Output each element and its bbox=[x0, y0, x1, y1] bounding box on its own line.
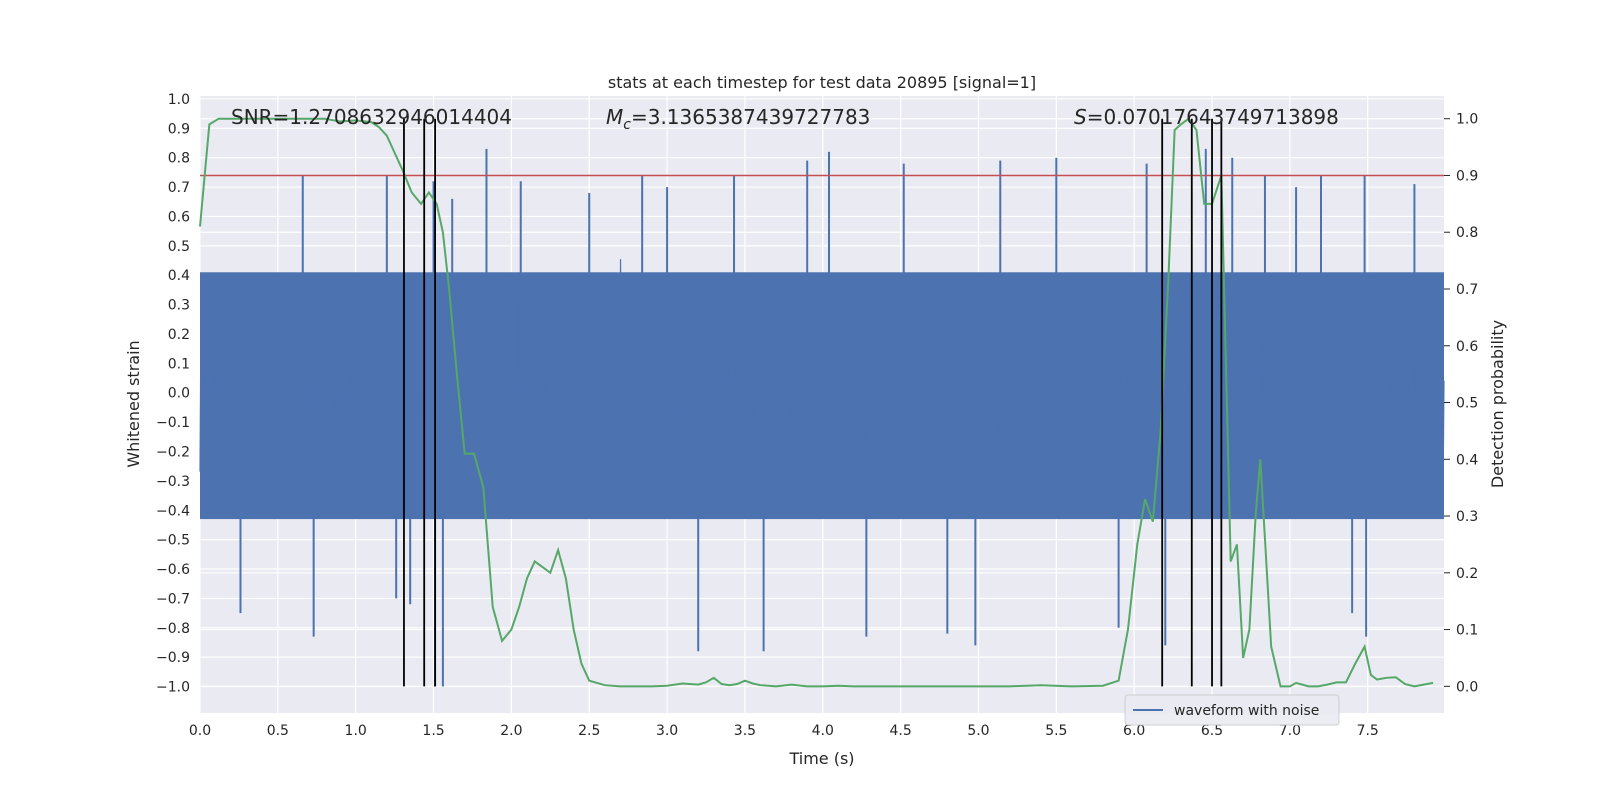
waveform-line bbox=[199, 259, 1445, 511]
y-tick-label-1: 0.9 bbox=[168, 121, 190, 137]
y2-tick-label-1: 0.9 bbox=[1456, 168, 1478, 184]
legend: waveform with noise bbox=[1124, 694, 1340, 726]
y-tick-label-17: −0.7 bbox=[156, 591, 190, 607]
x-tick-label-15: 7.5 bbox=[1357, 723, 1379, 739]
event-lines bbox=[403, 118, 1223, 687]
y-tick-label-18: −0.8 bbox=[156, 621, 190, 637]
y2-axis-label: Detection probability bbox=[1488, 320, 1507, 488]
chart-title: stats at each timestep for test data 208… bbox=[608, 73, 1036, 92]
y-tick-label-14: −0.4 bbox=[156, 503, 190, 519]
y-tick-label-13: −0.3 bbox=[156, 474, 190, 490]
y2-axis-ticks: 1.0 0.9 0.8 0.7 0.6 0.5 0.4 0.3 0.2 0.1 0.0 bbox=[1444, 112, 1478, 695]
y2-tick-label-4: 0.6 bbox=[1456, 339, 1478, 355]
snr-annotation: SNR=1.2708632946014404 bbox=[231, 105, 512, 129]
x-tick-label-6: 3.0 bbox=[656, 723, 678, 739]
x-tick-label-7: 3.5 bbox=[734, 723, 756, 739]
y-tick-label-5: 0.5 bbox=[168, 239, 190, 255]
y2-tick-label-6: 0.4 bbox=[1456, 452, 1478, 468]
y-axis-label: Whitened strain bbox=[124, 340, 143, 467]
probability-line bbox=[199, 117, 1434, 688]
y-tick-label-16: −0.6 bbox=[156, 562, 190, 578]
s-value: =0.07017643749713898 bbox=[1087, 105, 1339, 129]
x-tick-label-10: 5.0 bbox=[967, 723, 989, 739]
x-tick-label-2: 1.0 bbox=[345, 723, 367, 739]
y2-tick-label-0: 1.0 bbox=[1456, 112, 1478, 128]
x-tick-label-11: 5.5 bbox=[1045, 723, 1067, 739]
y-tick-label-8: 0.2 bbox=[168, 327, 190, 343]
x-axis-label: Time (s) bbox=[788, 749, 854, 768]
y-tick-label-7: 0.3 bbox=[168, 298, 190, 314]
y-tick-label-11: −0.1 bbox=[156, 415, 190, 431]
x-tick-label-13: 6.5 bbox=[1201, 723, 1223, 739]
y-tick-label-4: 0.6 bbox=[168, 209, 190, 225]
y-tick-label-20: −1.0 bbox=[156, 680, 190, 696]
y-tick-label-10: 0.0 bbox=[168, 386, 190, 402]
s-annotation: S=0.07017643749713898 bbox=[1074, 105, 1339, 129]
y-tick-label-6: 0.4 bbox=[168, 268, 190, 284]
x-tick-label-14: 7.0 bbox=[1279, 723, 1301, 739]
x-tick-label-0: 0.0 bbox=[189, 723, 211, 739]
y2-tick-label-10: 0.0 bbox=[1456, 679, 1478, 695]
y-tick-label-9: 0.1 bbox=[168, 356, 190, 372]
x-tick-label-3: 1.5 bbox=[422, 723, 444, 739]
y-tick-label-12: −0.2 bbox=[156, 445, 190, 461]
y-tick-label-0: 1.0 bbox=[168, 92, 190, 108]
y2-tick-label-8: 0.2 bbox=[1456, 566, 1478, 582]
chirp-mass-subscript: c bbox=[623, 117, 631, 133]
s-symbol: S bbox=[1074, 105, 1087, 129]
chirp-mass-value: =3.1365387439727783 bbox=[631, 105, 870, 129]
chirp-mass-symbol: M bbox=[606, 105, 623, 129]
legend-box bbox=[1124, 694, 1340, 726]
x-tick-label-9: 4.5 bbox=[889, 723, 911, 739]
y2-tick-label-7: 0.3 bbox=[1456, 509, 1478, 525]
probability-layer bbox=[199, 117, 1444, 688]
y-axis-ticks: 1.0 0.9 0.8 0.7 0.6 0.5 0.4 0.3 0.2 0.1 0.0 −0.1 −0.… bbox=[156, 92, 190, 696]
x-tick-label-8: 4.0 bbox=[812, 723, 834, 739]
x-axis-ticks: 0.0 0.5 1.0 1.5 2.0 2.5 3.0 3.5 4.0 4.5 5.0 5.5 6.0 6… bbox=[189, 723, 1379, 739]
y-tick-label-19: −0.9 bbox=[156, 650, 190, 666]
x-tick-label-4: 2.0 bbox=[500, 723, 522, 739]
chirp-mass-annotation: Mc=3.1365387439727783 bbox=[606, 105, 870, 133]
x-tick-label-5: 2.5 bbox=[578, 723, 600, 739]
y-tick-label-15: −0.5 bbox=[156, 533, 190, 549]
x-tick-label-12: 6.0 bbox=[1123, 723, 1145, 739]
legend-entry-waveform: waveform with noise bbox=[1174, 703, 1319, 719]
waveform-series bbox=[199, 148, 1445, 687]
y2-tick-label-2: 0.8 bbox=[1456, 225, 1478, 241]
y-tick-label-3: 0.7 bbox=[168, 180, 190, 196]
y-tick-label-2: 0.8 bbox=[168, 151, 190, 167]
y2-tick-label-5: 0.5 bbox=[1456, 396, 1478, 412]
x-tick-label-1: 0.5 bbox=[267, 723, 289, 739]
y2-tick-label-9: 0.1 bbox=[1456, 623, 1478, 639]
y2-tick-label-3: 0.7 bbox=[1456, 282, 1478, 298]
